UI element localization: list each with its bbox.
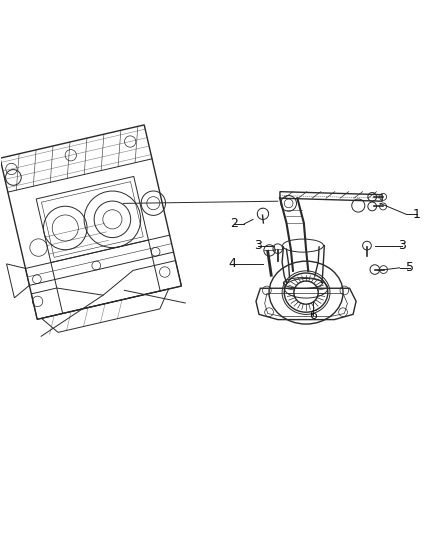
Text: 4: 4	[228, 257, 236, 270]
Text: 1: 1	[413, 208, 421, 221]
Text: 3: 3	[398, 239, 406, 252]
Text: 6: 6	[309, 309, 317, 322]
Text: 2: 2	[230, 217, 238, 230]
Text: 5: 5	[406, 261, 414, 274]
Text: 3: 3	[254, 239, 262, 252]
